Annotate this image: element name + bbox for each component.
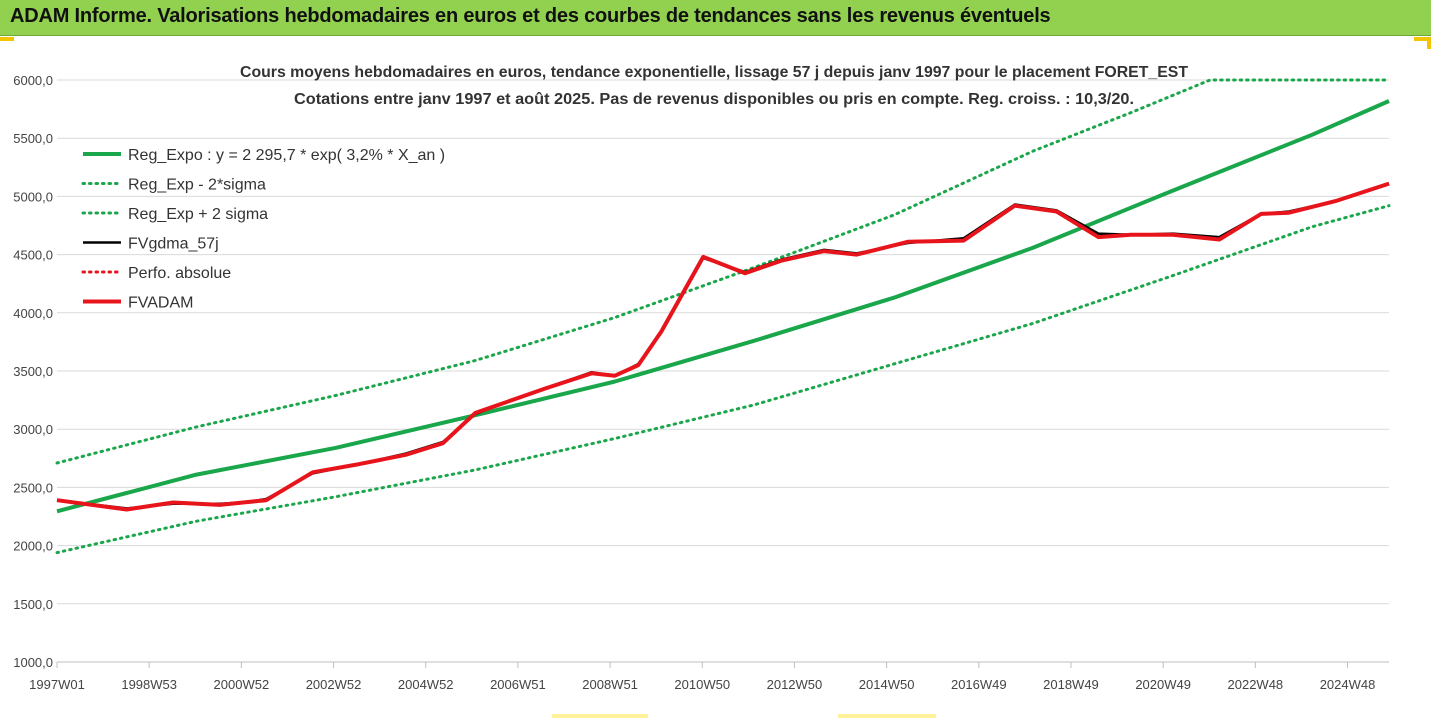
x-tick-label: 1998W53 xyxy=(121,677,177,692)
x-tick-label: 2024W48 xyxy=(1320,677,1376,692)
x-tick-label: 2014W50 xyxy=(859,677,915,692)
y-tick-label: 4000,0 xyxy=(13,306,53,321)
x-tick-label: 2018W49 xyxy=(1043,677,1099,692)
x-tick-label: 2000W52 xyxy=(214,677,270,692)
y-tick-label: 6000,0 xyxy=(13,73,53,88)
x-tick-label: 2022W48 xyxy=(1228,677,1284,692)
y-tick-label: 1000,0 xyxy=(13,655,53,670)
series-layer xyxy=(55,78,1391,555)
x-tick-label: 2002W52 xyxy=(306,677,362,692)
legend-label: Perfo. absolue xyxy=(128,265,231,282)
y-tick-label: 1500,0 xyxy=(13,597,53,612)
x-tick-label: 2012W50 xyxy=(767,677,823,692)
left-corner-marker xyxy=(0,37,14,41)
bottom-frame xyxy=(0,715,1431,718)
x-tick-label: 2010W50 xyxy=(674,677,730,692)
y-tick-label: 3500,0 xyxy=(13,364,53,379)
y-tick-label: 5000,0 xyxy=(13,189,53,204)
grid-lines xyxy=(57,79,1389,663)
y-tick-label: 3000,0 xyxy=(13,422,53,437)
chart-area: 1000,0 1500,0 2000,0 2500,0 3000,0 3500,0 4000… xyxy=(13,64,1391,692)
x-tick-label: 2016W49 xyxy=(951,677,1007,692)
report-banner: ADAM Informe. Valorisations hebdomadaire… xyxy=(0,0,1431,36)
series-line-reg-expo-y-2-295-7-exp-3-2-x-an xyxy=(56,99,1390,514)
report-title: ADAM Informe. Valorisations hebdomadaire… xyxy=(10,5,1051,27)
y-axis-tick-labels: 1000,0 1500,0 2000,0 2500,0 3000,0 3500,0 4000… xyxy=(13,73,53,670)
right-corner-marker xyxy=(1414,37,1431,41)
x-tick-label: 2008W51 xyxy=(582,677,638,692)
y-tick-label: 5500,0 xyxy=(13,131,53,146)
chart-title: Cours moyens hebdomadaires en euros, ten… xyxy=(240,64,1189,81)
legend-label: Reg_Exp - 2*sigma xyxy=(128,177,266,194)
y-tick-label: 2500,0 xyxy=(13,480,53,495)
chart-legend: Reg_Expo : y = 2 295,7 * exp( 3,2% * X_a… xyxy=(81,147,445,312)
y-tick-label: 2000,0 xyxy=(13,539,53,554)
sheet-tab-marker-2 xyxy=(838,714,936,718)
x-axis-tick-labels: 1997W01 1998W53 2000W52 2002W52 2004W52 2006W… xyxy=(29,662,1375,692)
sheet-tab-marker-1 xyxy=(552,714,648,718)
x-tick-label: 2004W52 xyxy=(398,677,454,692)
legend-label: FVADAM xyxy=(128,295,193,312)
y-tick-label: 4500,0 xyxy=(13,248,53,263)
legend-label: FVgdma_57j xyxy=(128,236,219,253)
x-tick-label: 2020W49 xyxy=(1135,677,1191,692)
legend-label: Reg_Exp + 2 sigma xyxy=(128,206,268,223)
x-tick-label: 2006W51 xyxy=(490,677,546,692)
series-line-fvadam xyxy=(56,181,1390,512)
series-line-fvgdma-57j xyxy=(56,182,1390,510)
legend-label: Reg_Expo : y = 2 295,7 * exp( 3,2% * X_a… xyxy=(128,147,445,164)
series-line-reg-exp-2-sigma xyxy=(55,78,1391,465)
right-edge-marker xyxy=(1427,37,1431,49)
x-tick-label: 1997W01 xyxy=(29,677,85,692)
chart-subtitle: Cotations entre janv 1997 et août 2025. … xyxy=(294,91,1134,108)
